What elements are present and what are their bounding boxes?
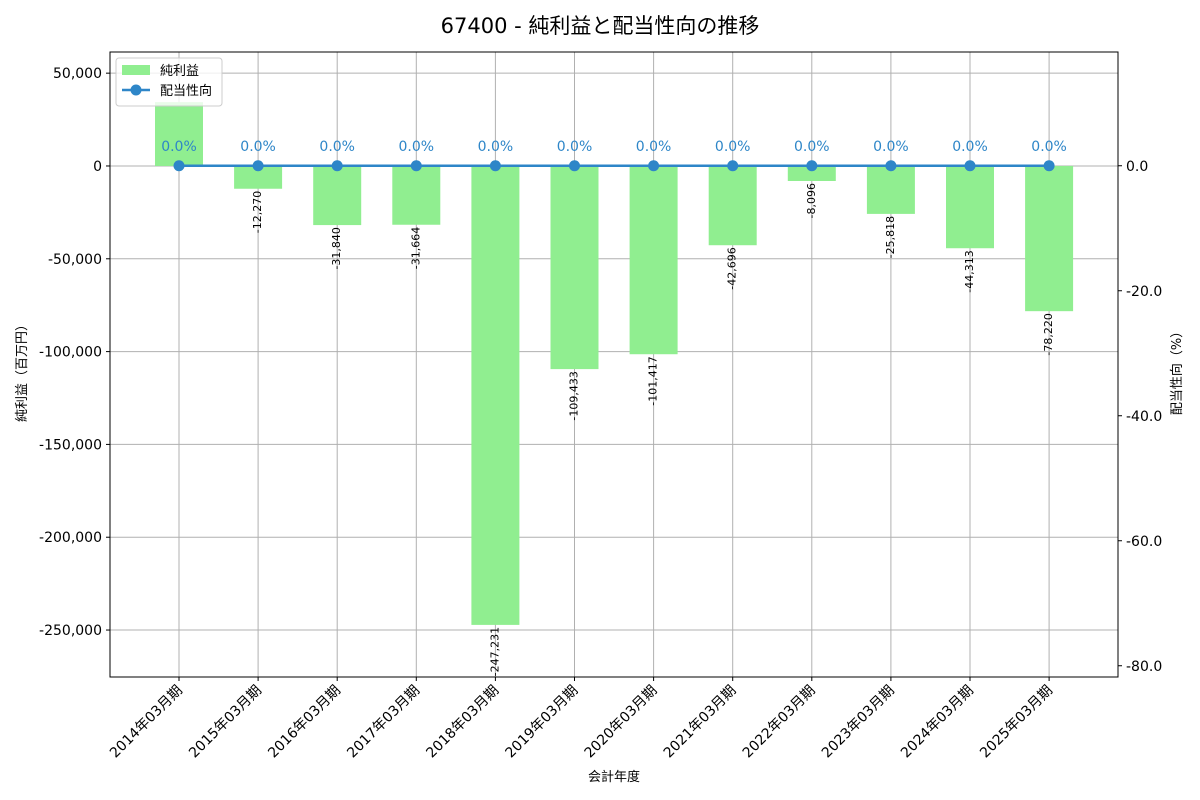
payout-ratio-value-label: 0.0% bbox=[1031, 139, 1067, 155]
x-tick-label: 2020年03月期 bbox=[582, 683, 661, 762]
payout-ratio-marker bbox=[173, 160, 185, 172]
bar bbox=[629, 165, 678, 355]
x-tick-label: 2023年03月期 bbox=[819, 683, 898, 762]
x-tick-label: 2019年03月期 bbox=[503, 683, 582, 762]
right-tick-label: -40.0 bbox=[1126, 409, 1162, 425]
bar-value-label: -44,313 bbox=[963, 250, 976, 292]
bar-value-label: -109,433 bbox=[568, 371, 581, 420]
payout-ratio-marker bbox=[252, 160, 264, 172]
chart-title: 67400 - 純利益と配当性向の推移 bbox=[440, 14, 760, 38]
payout-ratio-value-label: 0.0% bbox=[319, 139, 355, 155]
payout-ratio-marker bbox=[569, 160, 580, 172]
bar-value-label: -31,664 bbox=[409, 227, 422, 269]
payout-ratio-value-label: 0.0% bbox=[478, 139, 514, 155]
bar bbox=[946, 165, 994, 249]
bar-value-label: -25,818 bbox=[884, 216, 897, 258]
right-y-axis: 0.0 -20.0 -40.0 -60.0 -80.0 bbox=[1118, 159, 1162, 675]
bar-value-label: -12,270 bbox=[251, 191, 264, 233]
payout-ratio-line bbox=[173, 160, 1055, 172]
left-y-axis-title: 純利益（百万円） bbox=[15, 318, 30, 422]
bar bbox=[392, 165, 441, 225]
bar-value-label: -101,417 bbox=[647, 356, 660, 405]
bar-value-label: -42,696 bbox=[726, 247, 739, 289]
bar bbox=[866, 165, 915, 214]
bar-value-label: -247,231 bbox=[488, 627, 501, 676]
x-tick-label: 2022年03月期 bbox=[740, 683, 819, 762]
payout-ratio-labels: 0.0% 0.0% 0.0% 0.0% 0.0% 0.0% 0.0% 0.0% 0.0% 0.0%… bbox=[161, 139, 1067, 155]
payout-ratio-marker bbox=[648, 160, 660, 172]
bar bbox=[708, 165, 757, 246]
legend: 純利益 配当性向 bbox=[115, 57, 223, 107]
payout-ratio-value-label: 0.0% bbox=[399, 139, 435, 155]
x-tick-label: 2014年03月期 bbox=[107, 683, 186, 762]
payout-ratio-value-label: 0.0% bbox=[557, 139, 593, 155]
left-tick-label: 50,000 bbox=[53, 66, 102, 82]
payout-ratio-marker bbox=[489, 160, 501, 172]
bar bbox=[313, 165, 362, 226]
left-tick-label: -150,000 bbox=[39, 437, 102, 453]
x-tick-label: 2024年03月期 bbox=[898, 683, 977, 762]
legend-label-net-income: 純利益 bbox=[160, 64, 199, 79]
net-income-value-labels: -12,270 -31,840 -31,664 -247,231 -109,433 -10… bbox=[251, 183, 1055, 676]
legend-swatch-net-income bbox=[122, 65, 150, 75]
x-tick-label: 2021年03月期 bbox=[661, 683, 740, 762]
payout-ratio-marker bbox=[885, 160, 897, 172]
bar bbox=[234, 165, 283, 189]
legend-label-payout-ratio: 配当性向 bbox=[160, 83, 212, 99]
plot-frame bbox=[109, 51, 1119, 678]
legend-swatch-payout-marker bbox=[130, 84, 142, 96]
payout-ratio-value-label: 0.0% bbox=[636, 139, 672, 155]
right-tick-label: -60.0 bbox=[1126, 534, 1162, 550]
payout-ratio-value-label: 0.0% bbox=[873, 139, 909, 155]
left-tick-label: -200,000 bbox=[39, 530, 102, 546]
payout-ratio-value-label: 0.0% bbox=[794, 139, 830, 155]
left-tick-label: -250,000 bbox=[39, 623, 102, 639]
bar-value-label: -31,840 bbox=[330, 227, 343, 269]
payout-ratio-value-label: 0.0% bbox=[952, 139, 988, 155]
bar bbox=[155, 102, 203, 166]
payout-ratio-marker bbox=[331, 160, 343, 172]
right-tick-label: -20.0 bbox=[1126, 284, 1162, 300]
payout-ratio-marker bbox=[806, 160, 818, 172]
bar bbox=[550, 165, 599, 370]
x-axis-title: 会計年度 bbox=[588, 769, 640, 785]
x-axis: 2014年03月期 2015年03月期 2016年03月期 2017年03月期 2018… bbox=[107, 677, 1056, 761]
bar-value-label: -8,096 bbox=[805, 183, 818, 218]
x-tick-label: 2015年03月期 bbox=[186, 683, 265, 762]
bar bbox=[787, 165, 836, 182]
net-income-bars bbox=[155, 102, 1074, 625]
payout-ratio-marker bbox=[727, 160, 739, 172]
right-tick-label: 0.0 bbox=[1126, 159, 1148, 175]
x-tick-label: 2018年03月期 bbox=[423, 683, 502, 762]
payout-ratio-value-label: 0.0% bbox=[715, 139, 751, 155]
left-y-axis: 50,000 0 -50,000 -100,000 -150,000 -200,000 -2… bbox=[39, 66, 110, 639]
right-tick-label: -80.0 bbox=[1126, 659, 1162, 675]
x-tick-label: 2016年03月期 bbox=[265, 683, 344, 762]
payout-ratio-marker bbox=[964, 160, 976, 172]
bar bbox=[1025, 165, 1074, 312]
right-y-axis-title: 配当性向（%） bbox=[1169, 325, 1185, 415]
payout-ratio-marker bbox=[410, 160, 422, 172]
x-tick-label: 2025年03月期 bbox=[977, 683, 1056, 762]
left-tick-label: -100,000 bbox=[39, 345, 102, 361]
left-tick-label: 0 bbox=[93, 159, 102, 175]
bar bbox=[471, 165, 520, 625]
bar-value-label: -78,220 bbox=[1042, 313, 1055, 355]
x-tick-label: 2017年03月期 bbox=[344, 683, 423, 762]
left-tick-label: -50,000 bbox=[48, 252, 102, 268]
payout-ratio-value-label: 0.0% bbox=[161, 139, 197, 155]
payout-ratio-value-label: 0.0% bbox=[240, 139, 276, 155]
payout-ratio-marker bbox=[1043, 160, 1055, 172]
